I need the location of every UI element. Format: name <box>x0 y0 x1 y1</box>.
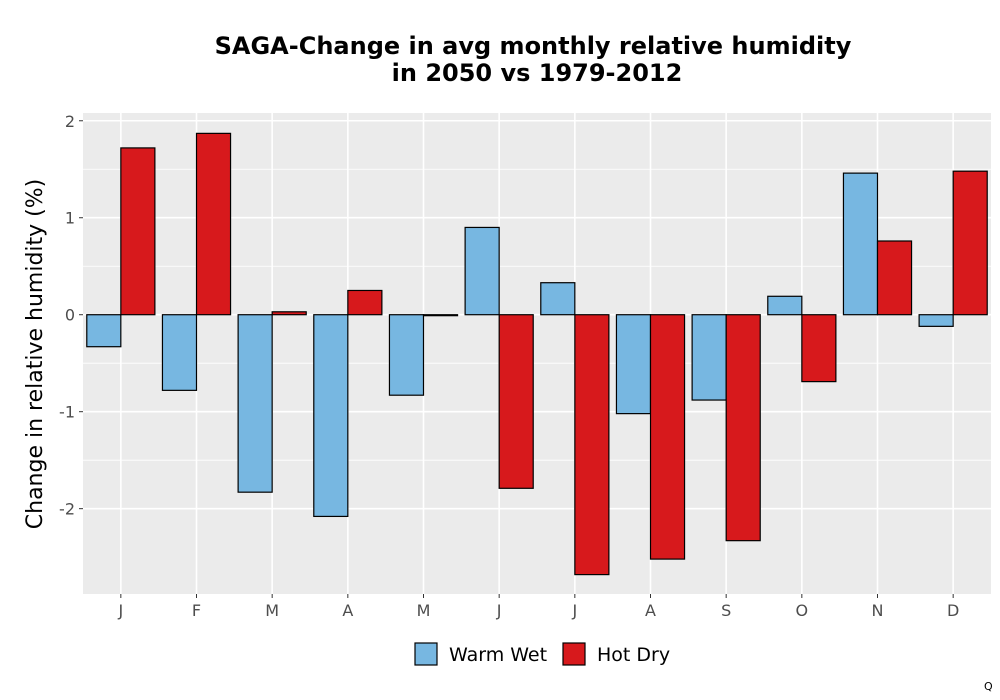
bar <box>876 240 913 316</box>
chart-title-line-1: SAGA-Change in avg monthly relative humi… <box>215 32 852 60</box>
y-tick-label: -2 <box>59 500 75 519</box>
legend-swatch <box>414 642 438 666</box>
legend-label: Hot Dry <box>597 644 670 666</box>
y-tick-label: -1 <box>59 403 75 422</box>
x-tick-label: A <box>342 601 353 620</box>
y-tick-label: 0 <box>65 306 75 325</box>
bar <box>237 314 273 493</box>
bar <box>464 226 500 316</box>
x-tick-label: J <box>117 601 123 620</box>
bar <box>120 147 156 316</box>
x-tick-label: J <box>571 601 577 620</box>
legend-swatch <box>562 642 586 666</box>
x-tick-label: A <box>645 601 656 620</box>
bar <box>574 314 610 576</box>
x-tick-label: F <box>192 601 201 620</box>
x-tick-label: S <box>721 601 731 620</box>
x-tick-label: D <box>947 601 959 620</box>
bar <box>271 311 307 316</box>
bars <box>86 132 988 576</box>
bar <box>195 132 232 316</box>
bar <box>388 314 425 396</box>
bar <box>952 170 988 316</box>
y-axis-title: Change in relative humidity (%) <box>23 179 48 529</box>
bar <box>801 314 837 383</box>
bar <box>86 314 122 348</box>
plot-panel <box>83 113 991 594</box>
corner-mark: Q <box>984 680 993 693</box>
legend: Warm Wet Hot Dry <box>414 642 670 666</box>
y-tick-label: 1 <box>65 209 75 228</box>
x-tick-label: M <box>265 601 279 620</box>
bar <box>615 314 652 415</box>
bar <box>313 314 349 518</box>
x-tick-label: N <box>872 601 884 620</box>
bar <box>918 314 954 327</box>
bar <box>540 282 576 316</box>
x-tick-label: M <box>417 601 431 620</box>
y-axis: 2 1 0 -1 -2 <box>59 112 83 519</box>
bar <box>842 172 879 316</box>
bar <box>161 314 198 391</box>
bar <box>725 314 761 542</box>
bar <box>422 314 459 317</box>
y-tick-label: 2 <box>65 112 75 131</box>
chart-title-line-2: in 2050 vs 1979-2012 <box>392 59 683 87</box>
bar <box>347 289 383 316</box>
bar <box>498 314 534 489</box>
x-tick-label: J <box>496 601 502 620</box>
bar <box>649 314 686 560</box>
bar <box>691 314 727 401</box>
bar <box>767 295 803 316</box>
x-tick-label: O <box>796 601 809 620</box>
legend-label: Warm Wet <box>449 644 547 666</box>
